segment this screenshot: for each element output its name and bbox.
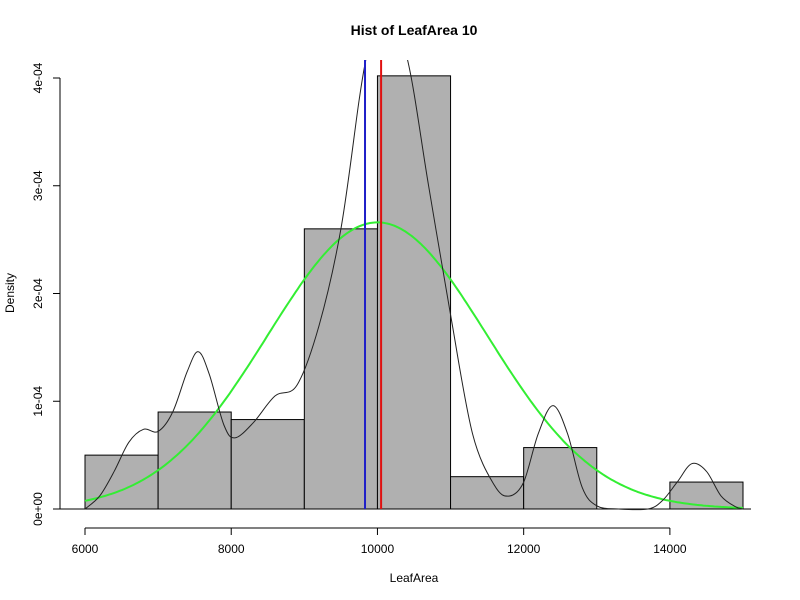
y-axis: 0e+00 1e-04 2e-04 3e-04 4e-04 — [31, 62, 61, 526]
density-curves — [84, 60, 744, 511]
x-tick-label: 10000 — [361, 542, 395, 556]
normal-curve — [84, 221, 744, 509]
y-tick-label: 3e-04 — [31, 170, 45, 201]
histogram-bar — [303, 228, 378, 510]
y-tick-label: 4e-04 — [31, 62, 45, 93]
kde-curve — [84, 60, 744, 511]
histogram-bar — [669, 481, 744, 510]
histogram-bar — [84, 454, 159, 510]
histogram-bar — [450, 476, 525, 510]
histogram-bar — [157, 411, 232, 510]
x-tick-label: 12000 — [507, 542, 541, 556]
reference-lines — [364, 60, 383, 509]
histogram-bar — [230, 419, 305, 510]
x-tick-label: 8000 — [218, 542, 245, 556]
x-axis-label: LeafArea — [390, 571, 439, 585]
x-tick-label: 6000 — [72, 542, 99, 556]
histogram-bar — [523, 447, 598, 510]
histogram-bar — [376, 75, 452, 510]
x-axis: 6000 8000 10000 12000 14000 — [72, 527, 687, 556]
y-tick-label: 1e-04 — [31, 386, 45, 417]
y-tick-label: 0e+00 — [31, 492, 45, 526]
y-tick-label: 2e-04 — [31, 278, 45, 309]
x-tick-label: 14000 — [653, 542, 687, 556]
y-axis-label: Density — [3, 273, 17, 313]
chart-title: Hist of LeafArea 10 — [351, 22, 478, 38]
histogram-bars — [60, 75, 751, 510]
